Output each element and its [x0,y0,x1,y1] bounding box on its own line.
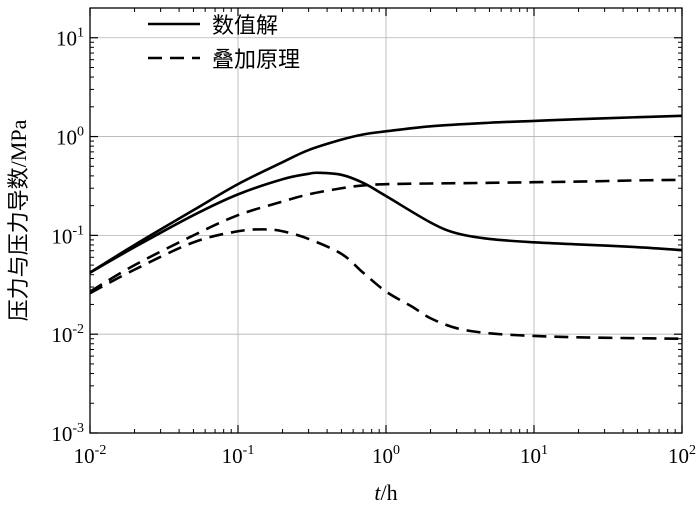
y-tick-base: 10 [56,126,77,150]
x-axis-label-var: t [374,480,381,505]
y-tick-label: 101 [56,26,84,51]
plot-lines [89,114,683,341]
dashed-pressure-curve [89,178,683,293]
x-tick-exponent: -1 [243,443,255,458]
y-tick-base: 10 [51,224,72,248]
x-axis-label: t/h [374,480,397,505]
x-tick-exponent: 0 [393,443,400,458]
legend-label: 叠加原理 [212,48,300,73]
x-tick-label: 10-1 [222,443,255,468]
x-tick-base: 10 [668,444,689,468]
solid-pressure-curve [89,114,683,274]
x-tick-label: 100 [372,443,400,468]
x-tick-base: 10 [222,444,243,468]
y-tick-label: 10-2 [51,322,84,347]
x-axis-label-unit: /h [381,480,398,505]
x-tick-base: 10 [74,444,95,468]
y-tick-label: 10-3 [51,421,84,446]
x-tick-base: 10 [520,444,541,468]
y-tick-exponent: -3 [72,421,84,436]
y-tick-exponent: -1 [72,223,84,238]
y-tick-base: 10 [56,27,77,51]
x-tick-exponent: 2 [689,443,696,458]
y-tick-base: 10 [51,323,72,347]
legend-label: 数值解 [212,14,278,39]
x-tick-exponent: -2 [95,443,107,458]
y-tick-label: 10-1 [51,223,84,248]
y-tick-exponent: -2 [72,322,84,337]
grid [90,8,682,433]
x-tick-exponent: 1 [541,443,548,458]
dashed-derivative-curve [89,228,683,341]
y-tick-exponent: 1 [77,26,84,41]
x-tick-label: 102 [668,443,696,468]
solid-derivative-curve [89,171,683,274]
y-tick-base: 10 [51,422,72,446]
x-tick-base: 10 [372,444,393,468]
x-tick-label: 10-2 [74,443,107,468]
y-tick-label: 100 [56,125,84,150]
ticks [89,8,683,434]
y-axis-label: 压力与压力导数/MPa [6,119,31,321]
y-tick-exponent: 0 [77,125,84,140]
x-tick-label: 101 [520,443,548,468]
